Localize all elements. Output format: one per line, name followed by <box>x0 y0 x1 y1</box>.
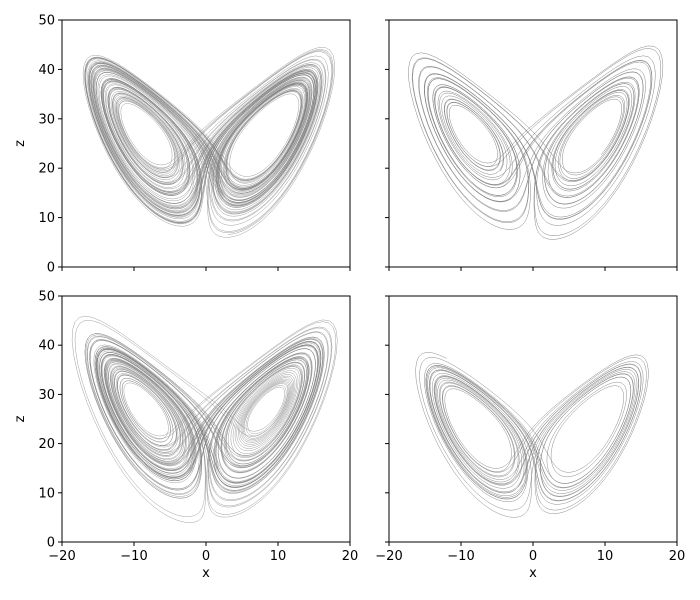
panel-bottom-right: −20 −10 0 10 20 x <box>375 295 686 581</box>
y-tick-label: 20 <box>38 162 55 177</box>
x-tick-label: 20 <box>669 549 686 564</box>
y-tick-label: 40 <box>38 63 55 78</box>
y-tick-label: 50 <box>38 290 55 305</box>
series-line-trajectory <box>71 315 338 523</box>
x-tick-label: 0 <box>529 549 537 564</box>
y-tick-label: 30 <box>38 388 55 403</box>
x-tick-label: −10 <box>120 549 147 564</box>
x-tick-label: 0 <box>202 549 210 564</box>
series-line-trajectory <box>82 47 335 238</box>
x-axis-label: x <box>529 566 537 581</box>
x-tick-label: 20 <box>342 549 359 564</box>
panel-bottom-left: −20 −10 0 10 20 0 10 20 30 40 50 x z <box>13 290 358 582</box>
panel-top-left: 0 10 20 30 40 50 z <box>13 14 351 276</box>
x-axis-label: x <box>202 566 210 581</box>
y-tick-label: 30 <box>38 112 55 127</box>
series-line-trajectory <box>415 352 649 518</box>
y-axis-label: z <box>13 415 28 422</box>
x-tick-label: 10 <box>270 549 287 564</box>
y-tick-label: 0 <box>47 261 55 276</box>
x-tick-label: −20 <box>48 549 75 564</box>
y-tick-label: 10 <box>38 211 55 226</box>
y-tick-label: 40 <box>38 339 55 354</box>
y-tick-label: 10 <box>38 486 55 501</box>
x-tick-label: 10 <box>597 549 614 564</box>
y-tick-label: 50 <box>38 14 55 29</box>
y-tick-label: 20 <box>38 437 55 452</box>
series-line-trajectory <box>408 45 664 240</box>
x-tick-label: −20 <box>375 549 402 564</box>
x-tick-label: −10 <box>447 549 474 564</box>
y-axis-label: z <box>13 140 28 147</box>
y-tick-label: 0 <box>47 536 55 551</box>
panel-top-right <box>385 19 678 271</box>
